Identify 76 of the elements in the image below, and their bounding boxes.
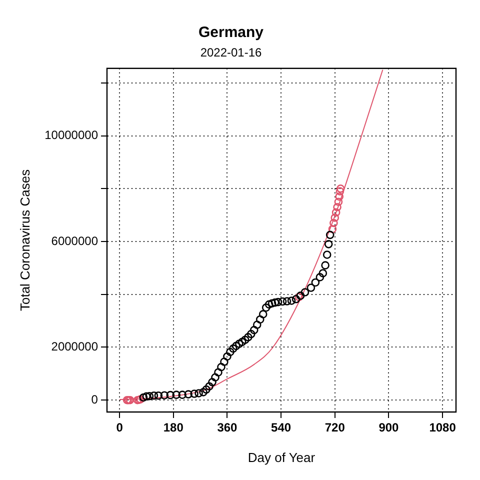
point [318, 269, 328, 278]
point [241, 336, 250, 344]
point [217, 362, 226, 372]
point [220, 358, 228, 366]
point [264, 300, 274, 309]
y-tick-label: 2000000 [51, 340, 98, 354]
point [336, 184, 345, 193]
point [208, 378, 216, 386]
point [306, 284, 316, 292]
point [335, 192, 344, 201]
point [324, 240, 333, 248]
point [190, 390, 198, 398]
chart-subtitle: 2022-01-16 [200, 46, 262, 60]
x-tick-label: 900 [378, 420, 400, 435]
x-tick-label: 1080 [429, 420, 456, 435]
point [172, 390, 181, 399]
point [142, 392, 151, 401]
x-axis-title: Day of Year [248, 450, 316, 465]
point [282, 297, 292, 306]
x-tick-label: 180 [163, 420, 184, 435]
point [145, 392, 154, 400]
x-tick-label: 540 [271, 420, 292, 435]
point [202, 385, 210, 394]
point [166, 390, 175, 400]
point [184, 390, 192, 398]
chart-title: Germany [198, 24, 264, 42]
point [330, 214, 340, 222]
point [154, 391, 163, 400]
point [211, 373, 220, 382]
point [194, 389, 203, 398]
point [256, 315, 264, 324]
point [214, 368, 222, 377]
point [300, 288, 310, 296]
point [238, 338, 246, 346]
x-tick-label: 0 [116, 420, 124, 435]
y-tick-label: 6000000 [51, 234, 98, 248]
point [274, 298, 282, 306]
point [278, 297, 287, 306]
point [326, 230, 334, 240]
point [223, 352, 232, 361]
point [178, 390, 187, 399]
point [205, 382, 214, 391]
y-tick-label: 0 [91, 392, 98, 406]
point [226, 348, 234, 356]
point [321, 261, 330, 270]
point [292, 294, 300, 304]
point [322, 250, 332, 259]
point [252, 320, 262, 329]
y-tick-label: 10000000 [44, 128, 98, 142]
point [139, 393, 148, 402]
point [229, 344, 238, 353]
point [333, 203, 342, 212]
x-tick-label: 720 [324, 420, 346, 435]
y-axis-title: Total Coronavirus Cases [17, 168, 32, 312]
point [250, 326, 258, 334]
point [244, 333, 252, 342]
point [330, 218, 338, 228]
point [258, 310, 268, 318]
point [262, 303, 270, 312]
point [336, 187, 344, 196]
point [150, 391, 158, 400]
point [311, 278, 320, 287]
point [334, 198, 343, 206]
point [332, 208, 340, 217]
point [316, 273, 324, 282]
point [268, 299, 276, 308]
point [246, 330, 256, 338]
point [287, 296, 296, 305]
point [232, 342, 240, 350]
point [235, 340, 244, 348]
x-tick-label: 360 [217, 420, 238, 435]
line-series [119, 69, 384, 400]
point [160, 391, 169, 400]
point [199, 388, 208, 396]
point [270, 298, 280, 307]
point [328, 224, 337, 234]
